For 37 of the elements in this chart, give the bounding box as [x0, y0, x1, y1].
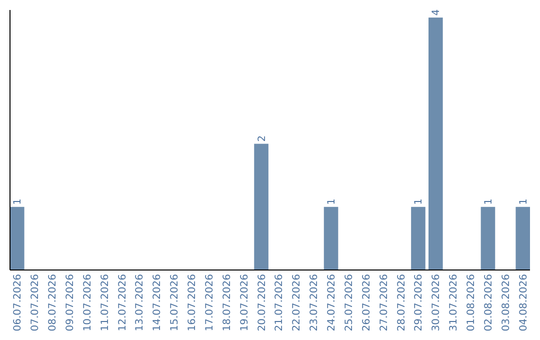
x-tick-label: 28.07.2026 — [396, 274, 408, 332]
x-tick-label: 17.07.2026 — [204, 274, 216, 332]
data-label: 1 — [414, 198, 425, 205]
x-tick-label: 21.07.2026 — [274, 274, 286, 332]
x-tick-label: 02.08.2026 — [483, 274, 494, 332]
x-tick-label: 03.08.2026 — [500, 274, 512, 332]
data-label: 2 — [256, 135, 268, 142]
x-tick-label: 16.07.2026 — [187, 274, 198, 332]
x-tick-label: 23.07.2026 — [309, 274, 320, 332]
x-tick-label: 06.07.2026 — [12, 274, 24, 332]
x-tick-label: 25.07.2026 — [344, 274, 355, 332]
data-label: 4 — [431, 9, 442, 16]
data-label: 1 — [518, 198, 530, 205]
x-tick-label: 14.07.2026 — [152, 274, 164, 332]
x-tick-label: 29.07.2026 — [414, 274, 425, 332]
x-tick-label: 10.07.2026 — [82, 274, 94, 332]
x-tick-label: 24.07.2026 — [326, 274, 338, 332]
x-tick-label: 26.07.2026 — [361, 274, 372, 332]
x-tick-label: 11.07.2026 — [100, 274, 111, 332]
x-tick-label: 20.07.2026 — [256, 274, 268, 332]
data-label: 1 — [483, 198, 494, 205]
x-tick-label: 22.07.2026 — [292, 274, 303, 332]
x-tick-label: 13.07.2026 — [134, 274, 146, 332]
x-tick-label: 07.07.2026 — [30, 274, 42, 332]
x-tick-label: 12.07.2026 — [117, 274, 128, 332]
x-tick-label: 08.07.2026 — [48, 274, 59, 332]
x-tick-label: 31.07.2026 — [448, 274, 460, 332]
x-tick-label: 30.07.2026 — [431, 274, 442, 332]
x-tick-label: 18.07.2026 — [222, 274, 233, 332]
data-label: 1 — [12, 198, 24, 205]
data-label: 1 — [326, 198, 338, 205]
x-tick-label: 15.07.2026 — [170, 274, 181, 332]
x-tick-label: 01.08.2026 — [466, 274, 478, 332]
x-tick-label: 27.07.2026 — [378, 274, 390, 332]
x-tick-label: 04.08.2026 — [518, 274, 530, 332]
x-tick-label: 19.07.2026 — [239, 274, 250, 332]
x-tick-label: 09.07.2026 — [64, 274, 76, 332]
